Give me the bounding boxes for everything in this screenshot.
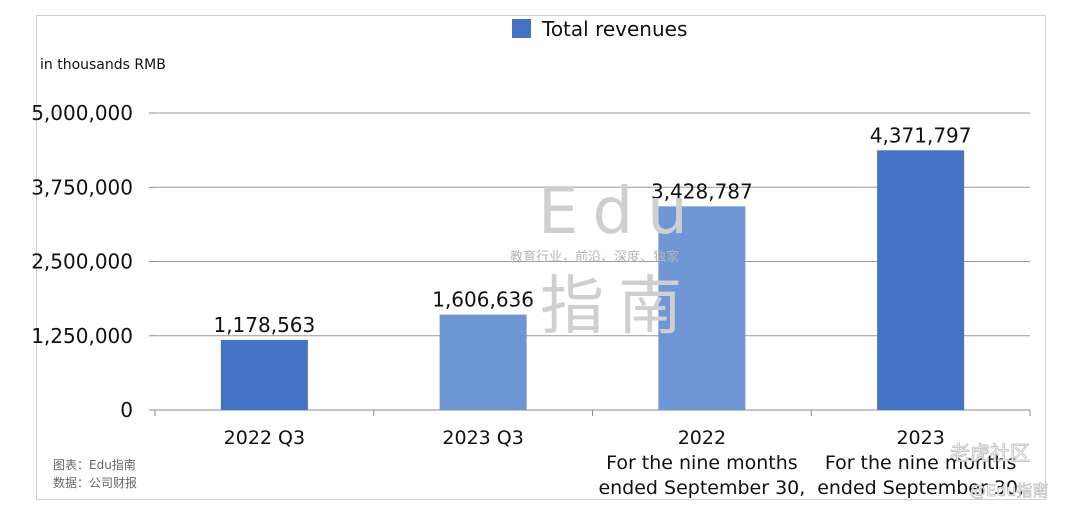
y-tick-label: 2,500,000 xyxy=(31,250,133,274)
source-chart-credit: 图表：Edu指南 xyxy=(53,457,136,472)
y-tick-label: 0 xyxy=(120,398,133,422)
chart-frame xyxy=(36,15,1046,500)
watermark-corner-handle: @Edu指南 xyxy=(970,481,1048,500)
data-label: 1,606,636 xyxy=(432,288,534,312)
source-data-credit: 数据：公司财报 xyxy=(53,475,137,490)
y-tick-label: 1,250,000 xyxy=(31,324,133,348)
data-label: 3,428,787 xyxy=(651,179,753,203)
x-tick-label: ended September 30, xyxy=(598,477,805,499)
bar xyxy=(439,314,527,410)
x-tick-label: 2022 Q3 xyxy=(224,427,305,449)
data-labels: 1,178,563 1,606,636 3,428,787 4,371,797 xyxy=(213,123,971,337)
data-label: 4,371,797 xyxy=(870,123,972,147)
watermark-corner-community: 老虎社区 xyxy=(950,441,1030,465)
bar xyxy=(877,150,965,411)
legend-label: Total revenues xyxy=(541,17,687,41)
x-axis-ticks: 2022 Q3 2023 Q3 2022 For the nine months end… xyxy=(224,427,1024,499)
bar xyxy=(220,339,308,410)
x-tick-label: For the nine months xyxy=(825,452,1017,474)
bars xyxy=(220,150,965,411)
watermark-tagline: 教育行业，前沿、深度、独家 xyxy=(510,249,679,265)
y-axis-ticks: 0 1,250,000 2,500,000 3,750,000 5,000,000 xyxy=(31,101,133,422)
x-tick-label: 2023 Q3 xyxy=(442,427,523,449)
y-tick-label: 5,000,000 xyxy=(31,101,133,125)
x-tick-label: 2023 xyxy=(896,427,944,449)
watermark-brand: Edu xyxy=(538,175,702,249)
y-tick-label: 3,750,000 xyxy=(31,175,133,199)
bar xyxy=(658,206,746,410)
watermark-brand-cn: 指南 xyxy=(540,270,696,344)
legend-swatch xyxy=(512,19,531,38)
data-label: 1,178,563 xyxy=(213,313,315,337)
x-tick-label: For the nine months xyxy=(606,452,798,474)
x-tick-label: ended September 30, xyxy=(817,477,1024,499)
y-axis-unit-label: in thousands RMB xyxy=(40,57,166,73)
x-tick-label: 2022 xyxy=(678,427,726,449)
